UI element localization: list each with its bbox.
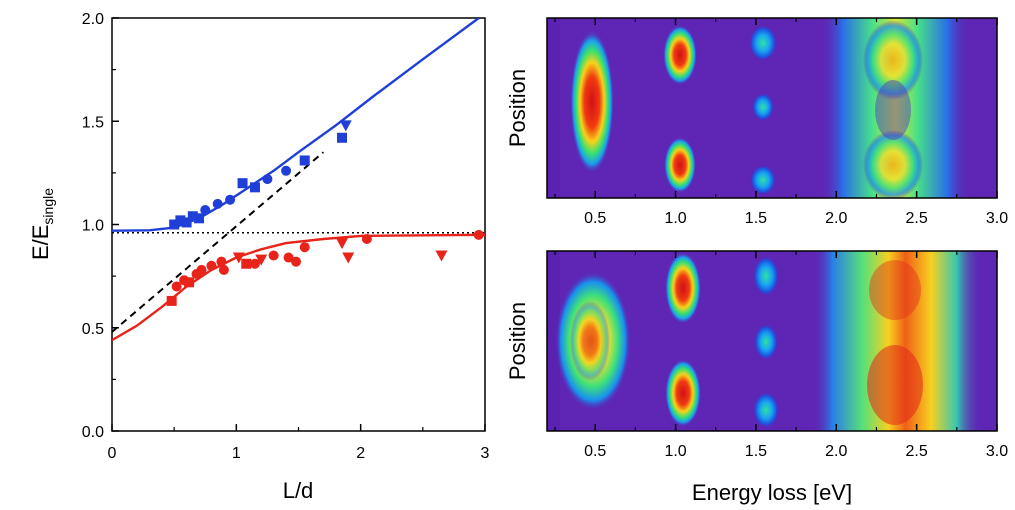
- x-tick-label: 0: [108, 445, 117, 462]
- data-point: [225, 194, 236, 205]
- data-point: [281, 165, 292, 176]
- bottom-heatmap-x-title: Energy loss [eV]: [692, 480, 852, 505]
- bottom-heatmap-intensity: [555, 251, 997, 431]
- y-tick-label: 2.0: [82, 11, 104, 28]
- x-tick-label: 1.5: [745, 210, 767, 227]
- peak-1-5ev-a: [753, 256, 779, 296]
- y-tick-label: 0.0: [82, 424, 104, 441]
- peak-1-0ev-upper: [665, 252, 701, 324]
- x-tick-label: 2.5: [906, 443, 928, 460]
- data-point: [336, 238, 349, 250]
- left-x-axis-title: L/d: [283, 478, 314, 503]
- x-tick-label: 1: [232, 445, 241, 462]
- data-point: [473, 229, 484, 240]
- peak-1-5ev-b: [754, 324, 778, 360]
- top-heatmap-y-title: Position: [505, 69, 530, 147]
- data-point: [299, 242, 310, 253]
- data-point: [184, 277, 195, 288]
- data-point: [361, 233, 372, 244]
- x-tick-label: 2: [356, 445, 365, 462]
- data-point: [181, 217, 192, 228]
- x-tick-label: 0.5: [584, 443, 606, 460]
- dashed-asymptote: [112, 151, 325, 333]
- data-point: [342, 252, 355, 264]
- peak-1-0ev-upper: [663, 25, 697, 85]
- data-point: [232, 252, 245, 264]
- peak-1-5ev-b: [752, 93, 774, 121]
- y-title-sub: single: [40, 188, 56, 225]
- peak-1-0ev-lower: [665, 359, 701, 427]
- top-heatmap-intensity: [560, 18, 997, 198]
- peak-1-5ev-c: [753, 392, 779, 428]
- y-tick-label: 1.0: [82, 218, 104, 235]
- data-point: [283, 252, 294, 263]
- y-tick-label: 1.5: [82, 114, 104, 131]
- left-x-axis: 0 1 2 3: [108, 424, 490, 462]
- top-heatmap-x-axis: 0.5 1.0 1.5 2.0 2.5 3.0: [554, 18, 1008, 227]
- left-y-axis: 0.0 0.5 1.0 1.5 2.0: [82, 11, 119, 441]
- y-title-main: E/E: [28, 225, 53, 260]
- data-point: [218, 264, 229, 275]
- left-plot: 0.0 0.5 1.0 1.5 2.0 0 1 2 3 L/d E/Esingle: [28, 11, 490, 503]
- x-tick-label: 1.0: [664, 210, 686, 227]
- data-point: [249, 182, 260, 193]
- x-tick-label: 2.0: [825, 210, 847, 227]
- x-tick-label: 2.5: [906, 210, 928, 227]
- data-point: [299, 155, 310, 166]
- x-tick-label: 3.0: [986, 210, 1008, 227]
- x-tick-label: 3.0: [986, 443, 1008, 460]
- y-tick-label: 0.5: [82, 321, 104, 338]
- bottom-heatmap-frame: [546, 250, 998, 432]
- x-tick-label: 0.5: [584, 210, 606, 227]
- peak-1-0ev-lower: [664, 137, 696, 193]
- data-point: [291, 256, 302, 267]
- data-point: [166, 295, 177, 306]
- data-point: [216, 256, 227, 267]
- data-point: [212, 198, 223, 209]
- data-points: [166, 120, 484, 306]
- data-point: [255, 254, 268, 266]
- data-point: [169, 219, 180, 230]
- x-tick-label: 2.0: [825, 443, 847, 460]
- data-point: [237, 178, 248, 189]
- data-point: [249, 258, 260, 269]
- data-point: [241, 258, 252, 269]
- data-point: [196, 264, 207, 275]
- data-point: [194, 213, 205, 224]
- x-tick-label: 1.5: [745, 443, 767, 460]
- data-point: [339, 120, 352, 132]
- data-point: [200, 205, 211, 216]
- data-point: [206, 260, 217, 271]
- data-point: [187, 211, 198, 222]
- bottom-heatmap: 0.5 1.0 1.5 2.0 2.5 3.0 Position Energy loss …: [505, 250, 1008, 505]
- data-point: [435, 250, 448, 262]
- data-point: [171, 281, 182, 292]
- bottom-heatmap-x-axis: 0.5 1.0 1.5 2.0 2.5 3.0: [554, 251, 1008, 460]
- peak-1-5ev-a: [749, 25, 777, 61]
- left-y-axis-title: E/Esingle: [28, 188, 56, 260]
- left-plot-frame: [111, 17, 486, 432]
- peak-1-5ev-c: [750, 165, 776, 195]
- top-heatmap: 0.5 1.0 1.5 2.0 2.5 3.0 Position: [505, 17, 1008, 227]
- top-heatmap-frame: [546, 17, 998, 199]
- data-point: [268, 250, 279, 261]
- data-point: [175, 215, 186, 226]
- data-point: [262, 174, 273, 185]
- peak-0-5ev: [570, 30, 614, 174]
- x-tick-label: 3: [481, 445, 490, 462]
- bottom-heatmap-y-title: Position: [505, 302, 530, 380]
- x-tick-label: 1.0: [664, 443, 686, 460]
- data-point: [337, 132, 348, 143]
- asymptote-lines: [112, 151, 485, 333]
